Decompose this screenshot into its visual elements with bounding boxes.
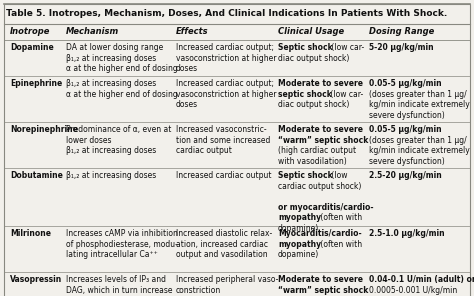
Text: Mechanism: Mechanism	[66, 28, 119, 36]
Text: Inotrope: Inotrope	[10, 28, 50, 36]
Text: diac output shock): diac output shock)	[278, 54, 349, 62]
Text: with vasodilation): with vasodilation)	[278, 157, 347, 166]
Text: (often with: (often with	[318, 213, 362, 222]
Text: (doses greater than 1 μg/: (doses greater than 1 μg/	[369, 90, 467, 99]
Text: or myocarditis/cardio-: or myocarditis/cardio-	[278, 203, 374, 212]
Text: Increased vasoconstric-: Increased vasoconstric-	[176, 125, 266, 134]
Text: Increases cAMP via inhibition: Increases cAMP via inhibition	[66, 229, 178, 238]
Text: doses: doses	[176, 64, 198, 73]
Text: of phosphodiesterase, modu-: of phosphodiesterase, modu-	[66, 239, 178, 249]
Text: severe dysfunction): severe dysfunction)	[369, 111, 445, 120]
Text: Increases levels of IP₃ and: Increases levels of IP₃ and	[66, 275, 166, 284]
Text: Moderate to severe: Moderate to severe	[278, 79, 363, 88]
Text: Dopamine: Dopamine	[10, 43, 54, 52]
Text: Predominance of α, even at: Predominance of α, even at	[66, 125, 172, 134]
Text: vasoconstriction at higher: vasoconstriction at higher	[176, 90, 276, 99]
Text: lower doses: lower doses	[66, 136, 111, 144]
Text: constriction: constriction	[176, 286, 221, 295]
Text: Increased diastolic relax-: Increased diastolic relax-	[176, 229, 272, 238]
Text: tion and some increased: tion and some increased	[176, 136, 270, 144]
Text: (low car-: (low car-	[329, 43, 365, 52]
Text: Increased peripheral vaso-: Increased peripheral vaso-	[176, 275, 278, 284]
Text: “warm” septic shock: “warm” septic shock	[278, 286, 368, 295]
Text: Vasopressin: Vasopressin	[10, 275, 62, 284]
Text: Table 5. Inotropes, Mechanism, Doses, And Clinical Indications In Patients With : Table 5. Inotropes, Mechanism, Doses, An…	[6, 9, 447, 18]
Text: β₁,₂ at increasing doses: β₁,₂ at increasing doses	[66, 79, 156, 88]
Text: DAG, which in turn increase: DAG, which in turn increase	[66, 286, 173, 295]
Text: myopathy: myopathy	[278, 239, 321, 249]
Text: Milrinone: Milrinone	[10, 229, 51, 238]
Text: Moderate to severe: Moderate to severe	[278, 275, 363, 284]
Text: 2.5-20 μg/kg/min: 2.5-20 μg/kg/min	[369, 171, 442, 180]
Text: Myocarditis/cardio-: Myocarditis/cardio-	[278, 229, 362, 238]
Text: severe dysfunction): severe dysfunction)	[369, 157, 445, 166]
Text: septic shock: septic shock	[278, 90, 332, 99]
Text: 0.05-5 μg/kg/min: 0.05-5 μg/kg/min	[369, 79, 442, 88]
Text: β₁,₂ at increasing doses: β₁,₂ at increasing doses	[66, 146, 156, 155]
Text: 2.5-1.0 μg/kg/min: 2.5-1.0 μg/kg/min	[369, 229, 445, 238]
Text: Clinical Usage: Clinical Usage	[278, 28, 344, 36]
Text: Septic shock: Septic shock	[278, 171, 333, 180]
Text: 0.04-0.1 U/min (adult) or: 0.04-0.1 U/min (adult) or	[369, 275, 474, 284]
Text: Increased cardiac output;: Increased cardiac output;	[176, 79, 274, 88]
Text: ation, increased cardiac: ation, increased cardiac	[176, 239, 268, 249]
Text: Septic shock: Septic shock	[278, 43, 333, 52]
Text: myopathy: myopathy	[278, 213, 321, 222]
Text: diac output shock): diac output shock)	[278, 100, 349, 109]
Text: doses: doses	[176, 100, 198, 109]
Text: 0.0005-0.001 U/kg/min: 0.0005-0.001 U/kg/min	[369, 286, 457, 295]
Text: output and vasodilation: output and vasodilation	[176, 250, 268, 259]
Text: cardiac output shock): cardiac output shock)	[278, 181, 361, 191]
Text: DA at lower dosing range: DA at lower dosing range	[66, 43, 163, 52]
Text: lating intracellular Ca⁺⁺: lating intracellular Ca⁺⁺	[66, 250, 158, 259]
Text: Effects: Effects	[176, 28, 209, 36]
Text: (often with: (often with	[318, 239, 362, 249]
Text: β₁,₂ at increasing doses: β₁,₂ at increasing doses	[66, 171, 156, 180]
Text: α at the higher end of dosing: α at the higher end of dosing	[66, 64, 178, 73]
Text: vasoconstriction at higher: vasoconstriction at higher	[176, 54, 276, 62]
Text: 0.05-5 μg/kg/min: 0.05-5 μg/kg/min	[369, 125, 442, 134]
Text: 5-20 μg/kg/min: 5-20 μg/kg/min	[369, 43, 434, 52]
Text: Dosing Range: Dosing Range	[369, 28, 434, 36]
Text: Increased cardiac output;: Increased cardiac output;	[176, 43, 274, 52]
Text: (high cardiac output: (high cardiac output	[278, 146, 356, 155]
Text: Dobutamine: Dobutamine	[10, 171, 63, 180]
Text: (low car-: (low car-	[328, 90, 364, 99]
Text: Moderate to severe: Moderate to severe	[278, 125, 363, 134]
Text: (low: (low	[329, 171, 348, 180]
Text: dopamine): dopamine)	[278, 250, 319, 259]
Text: dopamine): dopamine)	[278, 224, 319, 233]
Text: Epinephrine: Epinephrine	[10, 79, 62, 88]
Text: α at the higher end of dosing: α at the higher end of dosing	[66, 90, 178, 99]
Text: β₁,₂ at increasing doses: β₁,₂ at increasing doses	[66, 54, 156, 62]
Text: cardiac output: cardiac output	[176, 146, 232, 155]
Text: kg/min indicate extremely: kg/min indicate extremely	[369, 146, 470, 155]
Text: “warm” septic shock: “warm” septic shock	[278, 136, 368, 144]
Text: (doses greater than 1 μg/: (doses greater than 1 μg/	[369, 136, 467, 144]
Text: Increased cardiac output: Increased cardiac output	[176, 171, 272, 180]
Text: Norepinephrine: Norepinephrine	[10, 125, 78, 134]
Text: kg/min indicate extremely: kg/min indicate extremely	[369, 100, 470, 109]
